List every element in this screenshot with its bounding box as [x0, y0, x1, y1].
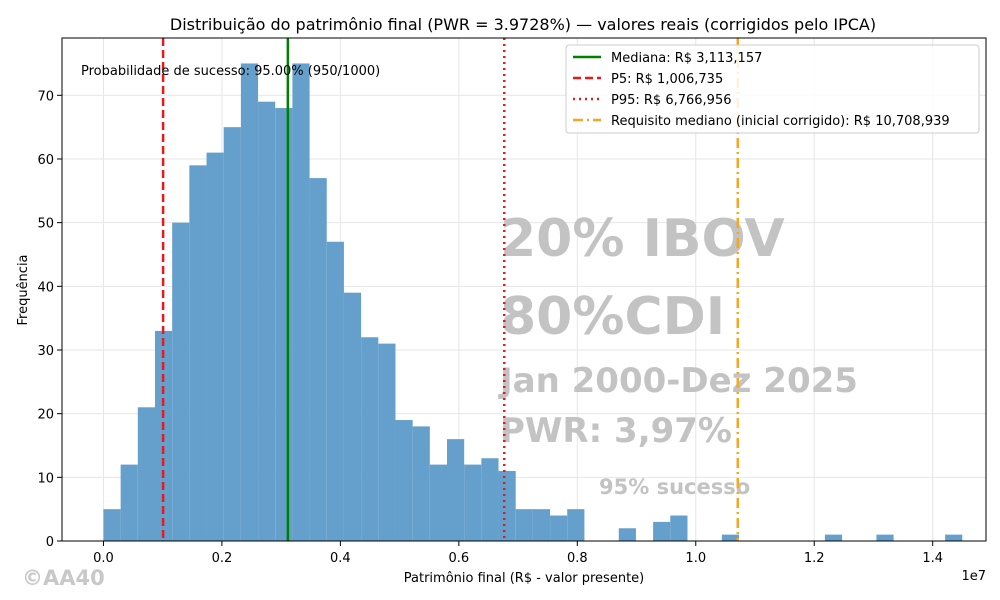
- legend-label: Mediana: R$ 3,113,157: [611, 51, 762, 66]
- histogram-bar: [945, 535, 962, 541]
- y-tick-label: 10: [37, 471, 54, 486]
- y-tick-label: 0: [46, 535, 54, 550]
- x-axis-ticks: 0.0 0.2 0.4 0.6 0.8 1.0 1.2 1.4: [93, 541, 943, 566]
- histogram-bar: [224, 127, 241, 541]
- histogram-bar: [138, 407, 155, 541]
- legend-label: P5: R$ 1,006,735: [611, 72, 723, 87]
- x-tick-label: 1.4: [922, 551, 943, 566]
- histogram-bar: [533, 509, 550, 541]
- histogram-bar: [361, 337, 378, 541]
- histogram-bar: [310, 178, 327, 541]
- y-axis-ticks: 0 10 20 30 40 50 60 70: [37, 89, 62, 550]
- watermark: 20% IBOV 80%CDI Jan 2000-Dez 2025 PWR: 3…: [498, 209, 858, 499]
- histogram-bar: [430, 465, 447, 541]
- x-tick-label: 0.0: [93, 551, 114, 566]
- y-tick-label: 60: [37, 153, 54, 168]
- legend: Mediana: R$ 3,113,157 P5: R$ 1,006,735 P95…: [566, 45, 979, 133]
- histogram-bar: [567, 509, 584, 541]
- histogram-bar: [825, 535, 842, 541]
- x-tick-label: 0.6: [449, 551, 470, 566]
- y-axis-label: Frequência: [16, 254, 31, 325]
- watermark-line-4: PWR: 3,97%: [500, 411, 732, 451]
- x-tick-label: 0.8: [567, 551, 588, 566]
- y-tick-label: 30: [37, 344, 54, 359]
- legend-label: Requisito mediano (inicial corrigido): R…: [611, 114, 950, 129]
- histogram-bar: [241, 63, 258, 541]
- x-axis-label: Patrimônio final (R$ - valor presente): [404, 571, 645, 586]
- credit-watermark: ©AA40: [22, 566, 105, 590]
- histogram-bar: [413, 426, 430, 541]
- histogram-bar: [395, 420, 412, 541]
- histogram-bar: [344, 293, 361, 541]
- watermark-line-2: 80%CDI: [500, 287, 725, 347]
- histogram-bar: [327, 242, 344, 541]
- x-tick-label: 1.2: [804, 551, 825, 566]
- x-tick-label: 1.0: [685, 551, 706, 566]
- histogram-bar: [464, 465, 481, 541]
- histogram-bar: [550, 516, 567, 541]
- histogram-bar: [876, 535, 893, 541]
- histogram-bar: [516, 509, 533, 541]
- histogram-bar: [619, 528, 636, 541]
- watermark-line-5: 95% sucesso: [599, 475, 750, 499]
- histogram-bar: [481, 458, 498, 541]
- success-annotation: Probabilidade de sucesso: 95.00% (950/10…: [81, 64, 380, 79]
- histogram-bar: [670, 516, 687, 541]
- histogram-bar: [121, 465, 138, 541]
- histogram-bar: [722, 535, 739, 541]
- histogram-bar: [499, 471, 516, 541]
- histogram-bar: [292, 63, 309, 541]
- chart-title: Distribuição do patrimônio final (PWR = …: [170, 15, 876, 34]
- watermark-line-3: Jan 2000-Dez 2025: [498, 361, 858, 401]
- y-tick-label: 40: [37, 280, 54, 295]
- y-tick-label: 50: [37, 217, 54, 232]
- histogram-bar: [258, 102, 275, 541]
- histogram-bar: [275, 108, 292, 541]
- histogram-bar: [378, 344, 395, 541]
- x-tick-label: 0.2: [212, 551, 233, 566]
- histogram-bar: [447, 439, 464, 541]
- x-tick-label: 0.4: [330, 551, 351, 566]
- histogram-bar: [189, 165, 206, 541]
- x-offset-label: 1e7: [961, 569, 986, 584]
- watermark-line-1: 20% IBOV: [500, 209, 785, 269]
- histogram-bar: [653, 522, 670, 541]
- histogram-bar: [207, 153, 224, 541]
- y-tick-label: 20: [37, 408, 54, 423]
- y-tick-label: 70: [37, 89, 54, 104]
- legend-label: P95: R$ 6,766,956: [611, 93, 732, 108]
- histogram-bar: [172, 223, 189, 541]
- histogram-bar: [103, 509, 120, 541]
